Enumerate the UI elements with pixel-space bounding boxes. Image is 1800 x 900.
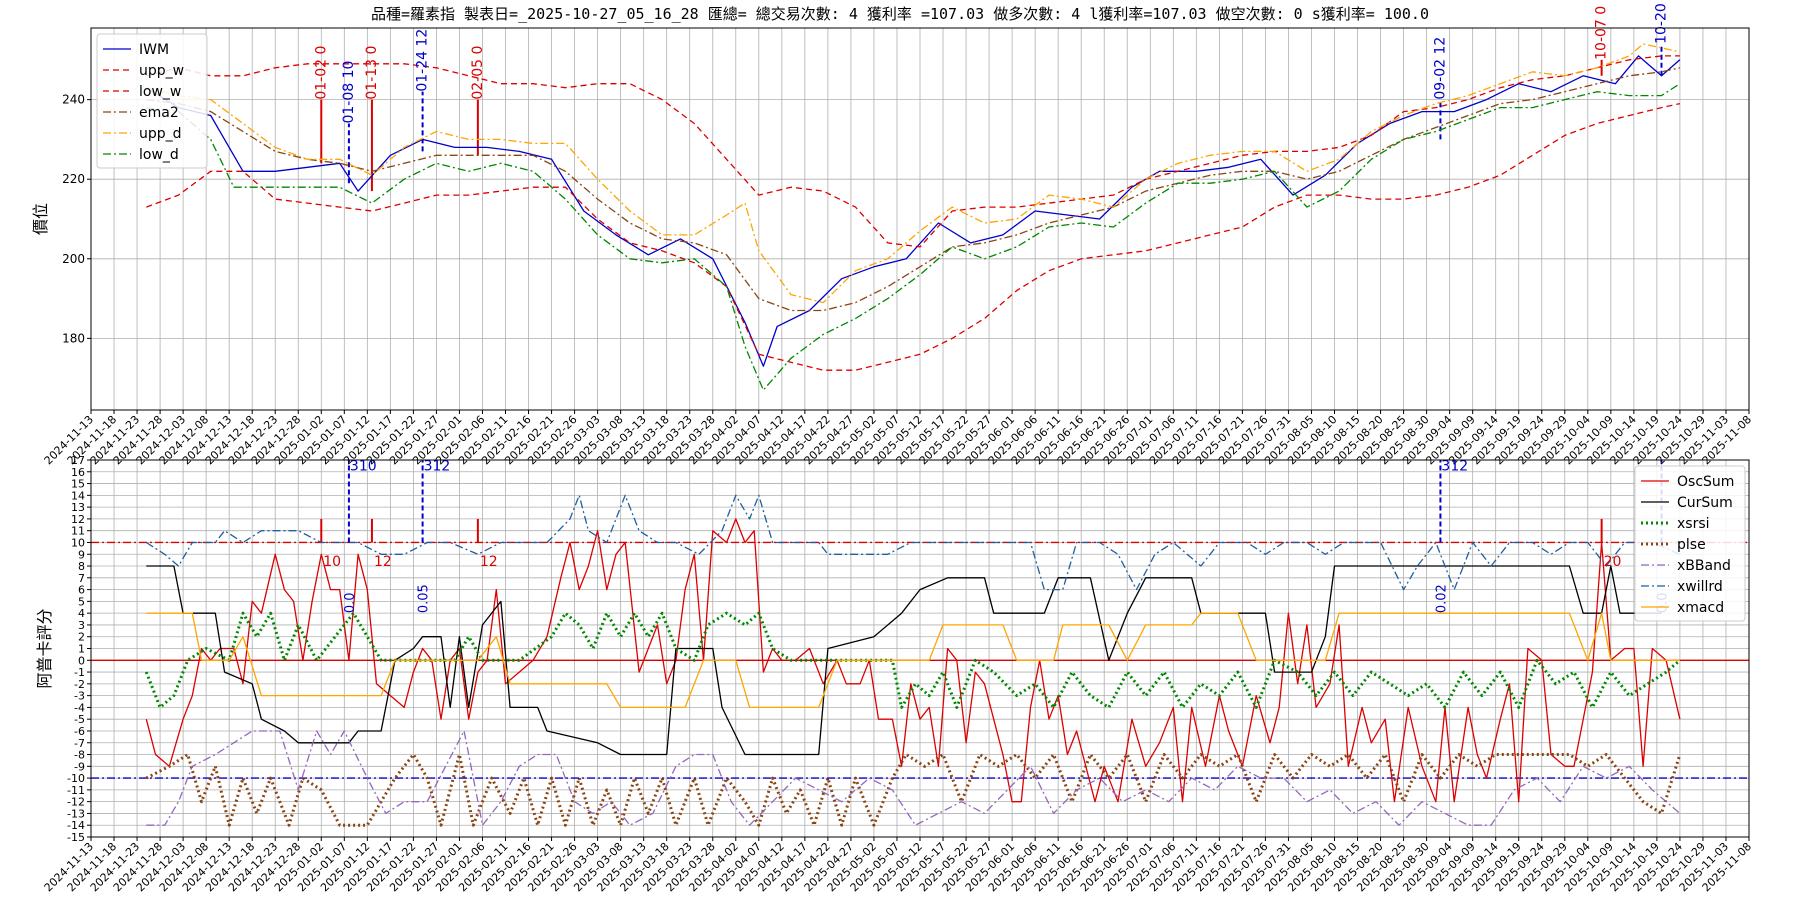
- price-legend-label: IWM: [139, 42, 169, 58]
- score-ytick-label: 12: [71, 513, 85, 526]
- score-series-xwillrd: [145, 494, 1681, 591]
- price-ytick-label: 180: [62, 331, 85, 345]
- price-legend-label: low_d: [139, 147, 179, 163]
- score-series-CurSum: [146, 565, 1662, 756]
- score-signal-label: 312: [424, 459, 451, 475]
- score-ytick-label: 3: [78, 619, 85, 632]
- score-ytick-label: 16: [71, 466, 85, 479]
- score-ytick-label: 15: [71, 478, 85, 491]
- price-ytick-label: 220: [62, 172, 85, 186]
- price-legend-label: low_w: [139, 84, 181, 100]
- score-ytick-label: 7: [78, 572, 85, 585]
- score-ytick-label: -8: [74, 749, 85, 762]
- score-series-xBBand: [146, 730, 1681, 826]
- score-ytick-label: -11: [67, 784, 85, 797]
- price-frame: [90, 27, 1750, 411]
- score-ytick-label: -7: [74, 737, 85, 750]
- score-signal-label: 12: [480, 554, 498, 570]
- score-ytick-label: 0: [78, 654, 85, 667]
- price-legend-box: [96, 33, 208, 169]
- price-annotation-label: 09-02 12: [1432, 37, 1448, 100]
- score-signal-sublabel: 0.02: [1434, 584, 1449, 613]
- score-legend-box: [1634, 465, 1746, 622]
- score-ytick-label: -6: [74, 725, 85, 738]
- score-frame: [90, 459, 1750, 838]
- score-legend-label: CurSum: [1677, 495, 1733, 511]
- score-legend-label: xmacd: [1677, 600, 1724, 616]
- score-ytick-label: -12: [67, 796, 85, 809]
- price-series-ema2: [146, 67, 1681, 312]
- price-annotation-label: 01-02 0: [313, 46, 329, 100]
- score-grid: 2024-11-132024-11-182024-11-232024-11-28…: [42, 454, 1754, 894]
- score-signal-label: 12: [374, 554, 392, 570]
- score-ytick-label: -4: [74, 701, 85, 714]
- score-ytick-label: -10: [67, 772, 85, 785]
- price-series-IWM: [145, 55, 1681, 367]
- score-ytick-label: 2: [78, 631, 85, 644]
- score-ytick-label: 13: [71, 501, 85, 514]
- score-legend-label: OscSum: [1677, 474, 1734, 490]
- price-legend-label: upp_d: [139, 126, 182, 142]
- score-ytick-label: 4: [78, 607, 85, 620]
- score-signal-sublabel: 0.05: [417, 584, 432, 613]
- score-ytick-label: 10: [71, 536, 85, 549]
- score-series-xmacd: [146, 612, 1680, 709]
- price-series-upp_w: [146, 55, 1680, 248]
- score-ytick-label: 5: [78, 595, 85, 608]
- score-ytick-label: -3: [74, 690, 85, 703]
- score-chart-panel: 2024-11-132024-11-182024-11-232024-11-28…: [35, 454, 1754, 894]
- price-ytick-label: 200: [62, 252, 85, 266]
- score-ytick-label: 11: [71, 525, 85, 538]
- score-ytick-label: -1: [74, 666, 85, 679]
- score-legend-label: xsrsi: [1677, 516, 1710, 532]
- score-signal-sublabel: 0.0: [343, 592, 358, 613]
- score-ytick-label: 6: [78, 584, 85, 597]
- price-series-low_w: [146, 102, 1681, 371]
- score-series-OscSum: [145, 518, 1681, 803]
- score-legend-label: xwillrd: [1677, 579, 1723, 595]
- price-chart-panel: 2024-11-132024-11-182024-11-232024-11-28…: [31, 0, 1754, 467]
- price-series-low_d: [146, 83, 1681, 391]
- score-legend: OscSum CurSum xsrsi plse xBBand xwillrd xmacd: [1634, 465, 1746, 622]
- score-signal-label: 10: [323, 554, 341, 570]
- price-annotation-label: 01-13 0: [364, 46, 380, 100]
- score-ytick-label: 8: [78, 560, 85, 573]
- score-ytick-label: -14: [67, 819, 85, 832]
- price-annotation-label: 02-05 0: [470, 46, 486, 100]
- price-annotation-label: 10-20 20: [1653, 0, 1669, 44]
- score-ytick-label: -13: [67, 807, 85, 820]
- price-series-upp_d: [146, 43, 1681, 304]
- score-ytick-label: -9: [74, 760, 85, 773]
- score-ytick-label: 14: [71, 489, 85, 502]
- price-legend: IWM upp_w low_w ema2 upp_d low_d: [96, 33, 208, 169]
- price-legend-label: upp_w: [139, 63, 184, 79]
- score-legend-label: xBBand: [1677, 558, 1731, 574]
- score-ytick-label: 17: [71, 454, 85, 467]
- price-ytick-label: 240: [62, 93, 85, 107]
- score-signal-label: 312: [1441, 459, 1468, 475]
- price-legend-label: ema2: [139, 105, 179, 121]
- score-ytick-label: -2: [74, 678, 85, 691]
- price-annotation-label: 01-08 10: [341, 61, 357, 124]
- score-signal-label: 20: [1604, 554, 1622, 570]
- figure-title: 品種=羅素指 製表日=_2025-10-27_05_16_28 匯總= 總交易次…: [371, 5, 1429, 23]
- score-legend-label: plse: [1677, 537, 1706, 553]
- score-ylabel: 阿普卡評分: [35, 608, 54, 688]
- price-annotation-label: 01-24 12: [415, 29, 431, 92]
- score-ytick-label: -5: [74, 713, 85, 726]
- score-ytick-label: 1: [78, 643, 85, 656]
- price-ylabel: 價位: [31, 203, 50, 235]
- score-series-plse: [145, 753, 1682, 827]
- score-signal-label: 310: [350, 459, 377, 475]
- price-annotation-label: 10-07 0: [1594, 6, 1610, 60]
- score-ytick-label: 9: [78, 548, 85, 561]
- score-ytick-label: -15: [67, 831, 85, 844]
